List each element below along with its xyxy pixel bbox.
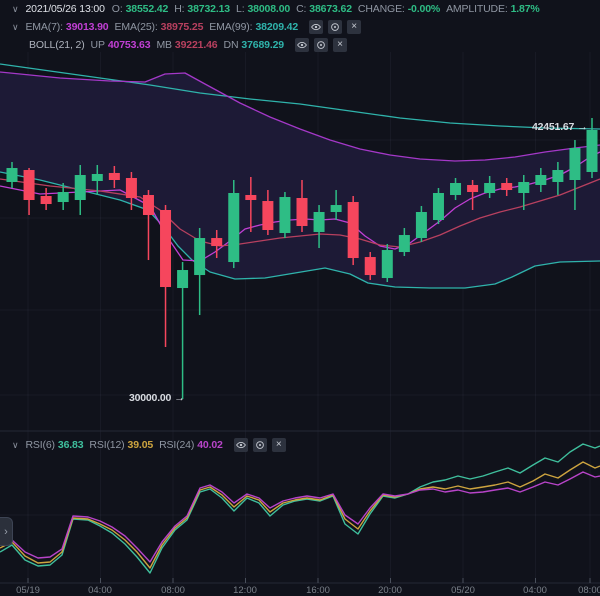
arrow-right-icon: → — [174, 392, 185, 404]
time-axis-label: 05/19 — [16, 585, 40, 596]
boll-settings-button[interactable] — [314, 38, 328, 52]
boll-visibility-toggle[interactable] — [295, 38, 309, 52]
time-axis-label: 05/20 — [451, 585, 475, 596]
high-value: 38732.13 — [187, 3, 231, 15]
boll-remove-button[interactable]: × — [333, 38, 347, 52]
high-label: H: — [174, 3, 185, 15]
settings-target-icon — [331, 23, 339, 31]
settings-target-icon — [255, 441, 264, 449]
amplitude-label: AMPLITUDE: — [446, 3, 508, 15]
eye-icon — [311, 23, 321, 31]
candle-datetime: 2021/05/26 13:00 — [25, 3, 105, 15]
ema25-label: EMA(25): — [114, 21, 158, 33]
amplitude-value: 1.87% — [510, 3, 540, 15]
close-icon: × — [275, 439, 282, 450]
time-axis-label: 08:00 — [578, 585, 600, 596]
ohlc-header-row: ∨ 2021/05/26 13:00 O: 38552.42 H: 38732.… — [12, 3, 546, 15]
rsi-visibility-toggle[interactable] — [233, 438, 248, 452]
ema-visibility-toggle[interactable] — [309, 20, 324, 34]
boll-mb-value: 39221.46 — [174, 39, 218, 51]
ema99-value: 38209.42 — [255, 21, 299, 33]
close-label: C: — [296, 3, 307, 15]
chevron-right-icon: › — [4, 525, 8, 538]
ema-indicator-row: ∨ EMA(7): 39013.90 EMA(25): 38975.25 EMA… — [12, 20, 362, 34]
rsi-settings-button[interactable] — [252, 438, 267, 452]
close-value: 38673.62 — [309, 3, 352, 15]
settings-target-icon — [317, 41, 325, 49]
ema25-value: 38975.25 — [160, 21, 204, 33]
panel-expander-button[interactable]: › — [0, 517, 13, 546]
close-icon: × — [351, 21, 357, 32]
open-label: O: — [111, 3, 123, 15]
rsi-remove-button[interactable]: × — [271, 438, 286, 452]
ema7-label: EMA(7): — [25, 21, 63, 33]
boll-indicator-row: BOLL(21, 2) UP 40753.63 MB 39221.46 DN 3… — [29, 38, 347, 52]
chevron-down-icon[interactable]: ∨ — [12, 21, 19, 32]
change-label: CHANGE: — [357, 3, 405, 15]
price-label-low: 30000.00 → — [129, 392, 185, 404]
eye-icon — [297, 41, 307, 49]
open-value: 38552.42 — [125, 3, 169, 15]
boll-dn-value: 37689.29 — [241, 39, 284, 51]
rsi6-value: 36.83 — [57, 439, 84, 451]
time-axis-label: 12:00 — [233, 585, 257, 596]
boll-up-value: 40753.63 — [107, 39, 151, 51]
chevron-down-icon[interactable]: ∨ — [12, 439, 19, 450]
time-axis-label: 20:00 — [378, 585, 402, 596]
boll-dn-label: DN — [223, 39, 239, 51]
ema7-value: 39013.90 — [65, 21, 109, 33]
time-axis-label: 08:00 — [161, 585, 185, 596]
rsi-indicator-row: ∨ RSI(6) 36.83 RSI(12) 39.05 RSI(24) 40.… — [12, 438, 286, 452]
price-label-high: 42451.67 → — [532, 121, 588, 133]
low-label: L: — [236, 3, 245, 15]
rsi12-value: 39.05 — [127, 439, 154, 451]
eye-icon — [235, 441, 246, 449]
boll-up-label: UP — [90, 39, 105, 51]
ema-settings-button[interactable] — [328, 20, 343, 34]
change-value: -0.00% — [407, 3, 441, 15]
boll-name: BOLL(21, 2) — [29, 39, 85, 51]
boll-mb-label: MB — [156, 39, 172, 51]
low-value: 38008.00 — [247, 3, 291, 15]
rsi6-label: RSI(6) — [25, 439, 55, 451]
time-axis-label: 16:00 — [306, 585, 330, 596]
time-axis-label: 04:00 — [523, 585, 547, 596]
rsi24-value: 40.02 — [197, 439, 223, 451]
rsi12-label: RSI(12) — [89, 439, 125, 451]
ema99-label: EMA(99): — [209, 21, 253, 33]
time-axis-label: 04:00 — [88, 585, 112, 596]
close-icon: × — [337, 39, 343, 50]
ema-remove-button[interactable]: × — [347, 20, 362, 34]
arrow-right-icon: → — [577, 121, 588, 133]
chevron-down-icon[interactable]: ∨ — [12, 3, 19, 14]
rsi24-label: RSI(24) — [159, 439, 195, 451]
